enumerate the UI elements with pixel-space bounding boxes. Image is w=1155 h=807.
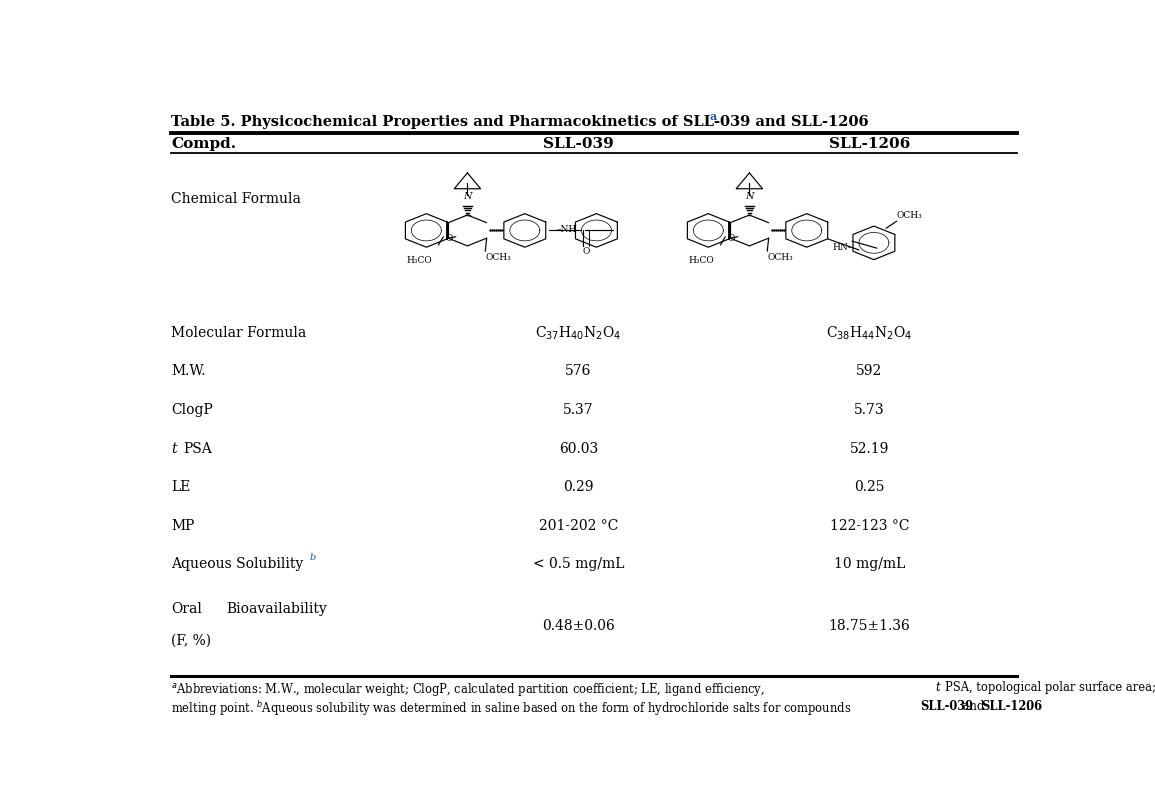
- Text: Compd.: Compd.: [171, 137, 237, 151]
- Text: 576: 576: [565, 365, 591, 378]
- Text: MP: MP: [171, 519, 194, 533]
- Text: SLL-039: SLL-039: [543, 137, 614, 151]
- Text: 592: 592: [856, 365, 882, 378]
- Text: PSA: PSA: [184, 441, 213, 455]
- Text: 10 mg/mL: 10 mg/mL: [834, 557, 906, 571]
- Text: < 0.5 mg/mL: < 0.5 mg/mL: [532, 557, 624, 571]
- Text: 201-202 °C: 201-202 °C: [539, 519, 618, 533]
- Text: 0.48±0.06: 0.48±0.06: [542, 619, 614, 633]
- Text: a: a: [709, 111, 716, 122]
- Text: 0.29: 0.29: [564, 480, 594, 494]
- Text: N: N: [745, 192, 754, 202]
- Text: N: N: [463, 192, 471, 202]
- Text: H₃CO: H₃CO: [688, 257, 714, 266]
- Text: 52.19: 52.19: [850, 441, 889, 455]
- Text: Oral: Oral: [171, 603, 202, 617]
- Text: 122-123 °C: 122-123 °C: [829, 519, 909, 533]
- Text: OCH₃: OCH₃: [485, 253, 511, 261]
- Text: SLL-1206: SLL-1206: [829, 137, 910, 151]
- Text: t: t: [171, 441, 177, 455]
- Text: OCH₃: OCH₃: [767, 253, 793, 261]
- Text: Table 5. Physicochemical Properties and Pharmacokinetics of SLL-039 and SLL-1206: Table 5. Physicochemical Properties and …: [171, 115, 869, 129]
- Text: M.W.: M.W.: [171, 365, 206, 378]
- Text: SLL-039: SLL-039: [921, 700, 974, 713]
- Text: HN–: HN–: [832, 243, 852, 252]
- Text: 5.73: 5.73: [854, 403, 885, 417]
- Text: Bioavailability: Bioavailability: [226, 603, 328, 617]
- Text: 0.25: 0.25: [855, 480, 885, 494]
- Text: 60.03: 60.03: [559, 441, 598, 455]
- Text: C$_{38}$H$_{44}$N$_{2}$O$_{4}$: C$_{38}$H$_{44}$N$_{2}$O$_{4}$: [826, 324, 912, 341]
- Text: O: O: [583, 247, 590, 256]
- Text: .: .: [1026, 700, 1030, 713]
- Text: t: t: [936, 681, 940, 694]
- Text: b: b: [310, 554, 316, 562]
- Text: O: O: [728, 234, 736, 243]
- Text: LE: LE: [171, 480, 191, 494]
- Text: PSA, topological polar surface area; MP,: PSA, topological polar surface area; MP,: [945, 681, 1155, 694]
- Text: 18.75±1.36: 18.75±1.36: [828, 619, 910, 633]
- Text: OCH₃: OCH₃: [897, 211, 923, 220]
- Text: –NH: –NH: [556, 224, 576, 234]
- Text: 5.37: 5.37: [564, 403, 594, 417]
- Text: C$_{37}$H$_{40}$N$_{2}$O$_{4}$: C$_{37}$H$_{40}$N$_{2}$O$_{4}$: [535, 324, 621, 341]
- Text: H₃CO: H₃CO: [407, 257, 432, 266]
- Text: Molecular Formula: Molecular Formula: [171, 326, 306, 340]
- Text: Aqueous Solubility: Aqueous Solubility: [171, 557, 304, 571]
- Text: Chemical Formula: Chemical Formula: [171, 192, 301, 207]
- Text: SLL-1206: SLL-1206: [982, 700, 1043, 713]
- Text: and: and: [959, 700, 988, 713]
- Text: $^a$Abbreviations: M.W., molecular weight; ClogP, calculated partition coefficie: $^a$Abbreviations: M.W., molecular weigh…: [171, 681, 767, 698]
- Text: ClogP: ClogP: [171, 403, 213, 417]
- Text: (F, %): (F, %): [171, 633, 211, 647]
- Text: melting point. $^b$Aqueous solubility was determined in saline based on the form: melting point. $^b$Aqueous solubility wa…: [171, 700, 852, 718]
- Text: O: O: [446, 234, 453, 243]
